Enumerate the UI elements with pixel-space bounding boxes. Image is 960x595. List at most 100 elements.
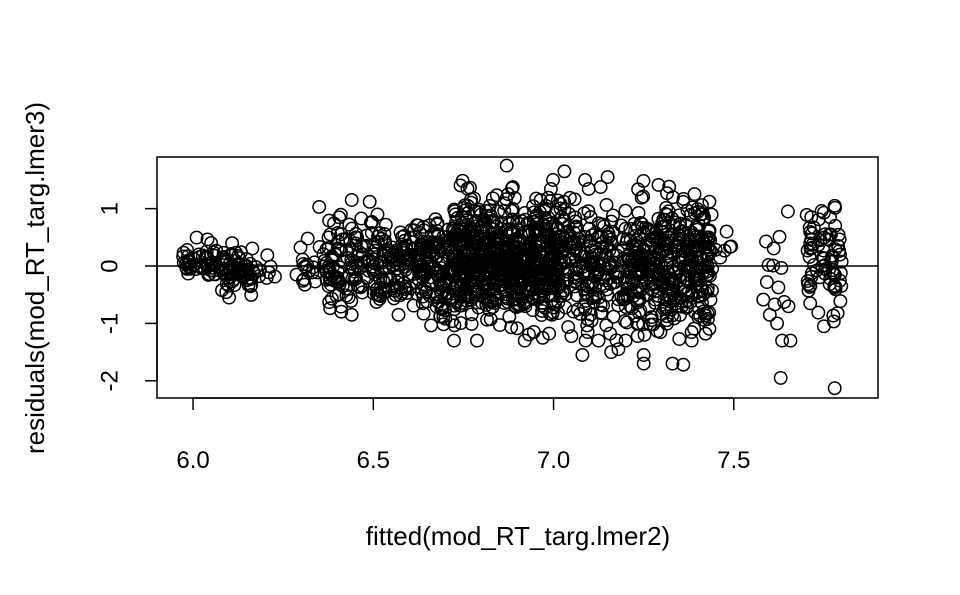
data-point (802, 249, 817, 264)
data-point (636, 348, 651, 362)
data-point (599, 318, 614, 333)
data-point (323, 301, 338, 316)
data-point (676, 357, 691, 372)
data-point (448, 207, 463, 222)
data-point (803, 224, 818, 239)
data-point (649, 259, 664, 274)
data-point (510, 321, 525, 336)
data-point (659, 256, 674, 271)
data-point (674, 299, 689, 314)
data-point (378, 244, 393, 259)
data-point (628, 224, 643, 238)
data-point (604, 345, 619, 360)
data-point (424, 237, 438, 252)
data-point (649, 232, 664, 247)
data-point (338, 281, 353, 296)
data-point (305, 265, 320, 280)
data-point (341, 290, 356, 305)
data-point (323, 227, 338, 242)
data-point (483, 269, 498, 284)
data-point (412, 245, 427, 260)
data-point (833, 294, 848, 309)
data-point (232, 251, 247, 266)
data-point (806, 220, 821, 235)
data-point (642, 223, 657, 238)
data-point (644, 260, 659, 275)
data-point (694, 233, 709, 248)
data-point (517, 333, 532, 348)
data-point (513, 235, 528, 250)
data-point (529, 191, 544, 206)
data-point (771, 280, 786, 295)
data-point (308, 274, 323, 289)
data-point (591, 258, 606, 273)
data-point (333, 207, 348, 222)
data-point (700, 264, 715, 279)
data-point (701, 230, 716, 245)
data-point (566, 304, 581, 319)
data-point (554, 257, 569, 272)
data-point (244, 287, 259, 302)
data-point (204, 236, 219, 251)
data-point (618, 300, 633, 314)
data-point (546, 173, 560, 187)
data-point (772, 229, 787, 244)
data-point (831, 238, 846, 253)
y-tick-label: -1 (96, 313, 123, 334)
data-point (330, 274, 345, 289)
x-tick-label: 7.0 (537, 447, 570, 474)
data-point (300, 231, 315, 246)
data-point (687, 321, 702, 336)
data-point (546, 249, 560, 264)
data-point (678, 217, 693, 232)
data-point (483, 312, 498, 327)
data-point (766, 241, 781, 256)
data-point (708, 242, 723, 257)
data-point (698, 326, 713, 341)
data-point (831, 227, 846, 242)
data-point (493, 286, 508, 301)
y-axis-title: residuals(mod_RT_targ.lmer3) (20, 102, 50, 454)
y-tick-label: 0 (96, 259, 123, 272)
data-point (367, 262, 382, 277)
data-point (611, 342, 626, 357)
data-point (492, 318, 507, 333)
data-point (644, 313, 659, 328)
data-point (818, 258, 833, 273)
data-point (535, 304, 549, 318)
data-point (355, 285, 370, 300)
data-point (561, 320, 576, 335)
data-point (766, 258, 781, 273)
data-point (569, 288, 584, 303)
data-point (319, 255, 334, 270)
data-point (520, 216, 535, 231)
data-point (457, 198, 472, 213)
data-point (630, 316, 645, 331)
data-point (543, 182, 558, 196)
data-point (459, 213, 474, 228)
data-point (685, 253, 700, 268)
data-point (578, 333, 593, 348)
data-point (215, 283, 229, 298)
data-point (535, 330, 550, 345)
data-point (199, 244, 214, 259)
data-point (653, 325, 668, 340)
data-point (342, 217, 357, 232)
data-point (599, 197, 614, 212)
data-point (378, 237, 393, 252)
data-point (415, 234, 430, 249)
data-point (675, 294, 690, 309)
data-point (481, 203, 496, 218)
data-point (567, 279, 582, 294)
data-point (599, 282, 614, 297)
data-point (186, 251, 201, 266)
data-point (666, 275, 681, 290)
data-point (500, 291, 515, 306)
data-point (464, 195, 479, 210)
data-point (696, 304, 711, 319)
data-point (636, 276, 651, 290)
data-point (644, 276, 659, 291)
data-point (773, 370, 788, 385)
data-point (362, 194, 377, 209)
